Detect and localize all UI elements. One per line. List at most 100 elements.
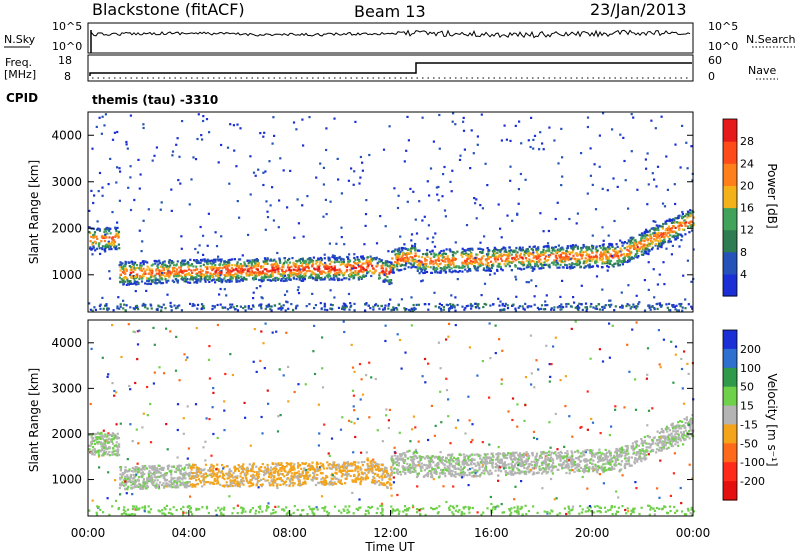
power-cell <box>646 234 649 237</box>
power-cell <box>542 250 545 254</box>
velocity-cell <box>641 457 644 460</box>
velocity-cell <box>330 437 334 440</box>
power-cell <box>494 260 497 263</box>
power-cell <box>636 246 639 249</box>
power-cell <box>150 264 153 267</box>
velocity-cell <box>567 505 570 508</box>
power-cell <box>229 276 232 279</box>
velocity-cell <box>565 466 568 469</box>
power-cell <box>620 291 623 294</box>
power-cell <box>220 271 223 274</box>
power-cell <box>245 265 248 268</box>
power-cell <box>509 179 512 182</box>
power-cell <box>536 265 540 268</box>
velocity-cell <box>191 485 194 488</box>
power-cell <box>315 278 319 282</box>
power-cell <box>107 240 110 243</box>
power-cell <box>203 258 206 261</box>
power-cell <box>336 271 339 274</box>
nsearch-label: N.Search <box>746 33 796 46</box>
velocity-cell <box>319 462 322 465</box>
power-cell <box>173 275 176 278</box>
power-cell <box>591 234 594 237</box>
power-cell <box>395 257 398 260</box>
freq-tick-high: 18 <box>58 54 72 67</box>
power-cell <box>485 260 488 263</box>
power-cell <box>649 233 652 236</box>
power-cell <box>248 267 251 270</box>
power-cell <box>521 305 524 308</box>
velocity-cell <box>181 467 184 470</box>
power-cell <box>219 274 222 277</box>
power-cell <box>164 275 167 278</box>
power-cell <box>168 260 171 263</box>
power-cell <box>464 253 468 257</box>
power-cell <box>418 249 421 252</box>
power-cell <box>212 267 215 270</box>
power-cell <box>365 268 368 271</box>
power-cell <box>239 127 242 130</box>
power-cell <box>384 261 387 264</box>
power-cell <box>501 259 504 262</box>
power-cell <box>436 193 439 196</box>
power-cell <box>260 272 263 275</box>
power-cell <box>290 265 293 268</box>
power-cell <box>256 259 259 262</box>
power-cell <box>532 138 535 141</box>
power-cell <box>572 254 575 257</box>
power-cell <box>302 268 305 271</box>
power-cell <box>160 306 163 309</box>
power-cell <box>681 124 684 127</box>
power-cell <box>608 242 611 246</box>
power-cell <box>474 202 477 205</box>
power-cell <box>138 229 141 232</box>
power-cell <box>115 234 118 237</box>
power-cell <box>328 266 331 269</box>
power-cell <box>530 279 533 282</box>
power-cell <box>397 269 400 272</box>
power-cell <box>542 253 545 256</box>
power-cell <box>352 183 355 186</box>
power-cell <box>591 247 594 250</box>
velocity-cell <box>451 453 454 456</box>
power-cell <box>511 257 514 260</box>
power-cell <box>630 245 633 248</box>
power-cell <box>675 304 678 307</box>
power-cell <box>690 305 693 308</box>
power-cell <box>358 182 361 185</box>
power-cell <box>371 267 375 270</box>
power-cell <box>460 253 463 256</box>
power-cell <box>231 264 234 267</box>
velocity-cell <box>635 453 638 456</box>
power-cell <box>418 262 421 265</box>
power-cell <box>568 265 571 269</box>
power-cell <box>626 242 629 245</box>
power-cell <box>266 257 269 260</box>
velocity-cell <box>288 483 291 486</box>
velocity-cell <box>242 483 245 486</box>
power-cell <box>643 232 647 235</box>
velocity-cell <box>220 507 223 510</box>
velocity-cell <box>456 504 459 507</box>
power-cell <box>474 268 477 271</box>
power-cell <box>414 307 417 310</box>
power-cell <box>649 236 652 239</box>
power-cell <box>380 265 383 268</box>
power-cell <box>338 256 341 260</box>
power-cell <box>543 261 546 264</box>
power-cell <box>271 273 274 276</box>
power-cell <box>473 197 476 200</box>
power-cell <box>556 306 559 309</box>
velocity-cell <box>532 436 536 439</box>
power-cell <box>262 278 265 281</box>
power-cell <box>434 254 437 257</box>
power-cell <box>202 307 206 310</box>
power-cell <box>554 255 557 258</box>
power-cell <box>247 264 250 267</box>
power-cell <box>312 256 315 259</box>
power-cell <box>170 260 174 263</box>
power-cell <box>129 176 132 179</box>
power-cell <box>302 273 305 276</box>
power-cell <box>473 264 476 268</box>
power-cell <box>297 266 300 269</box>
